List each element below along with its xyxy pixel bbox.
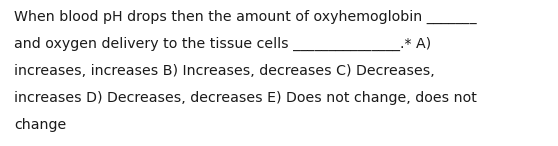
Text: When blood pH drops then the amount of oxyhemoglobin _______: When blood pH drops then the amount of o… — [14, 10, 477, 24]
Text: increases, increases B) Increases, decreases C) Decreases,: increases, increases B) Increases, decre… — [14, 64, 435, 78]
Text: and oxygen delivery to the tissue cells _______________.* A): and oxygen delivery to the tissue cells … — [14, 37, 431, 51]
Text: change: change — [14, 118, 66, 132]
Text: increases D) Decreases, decreases E) Does not change, does not: increases D) Decreases, decreases E) Doe… — [14, 91, 477, 105]
